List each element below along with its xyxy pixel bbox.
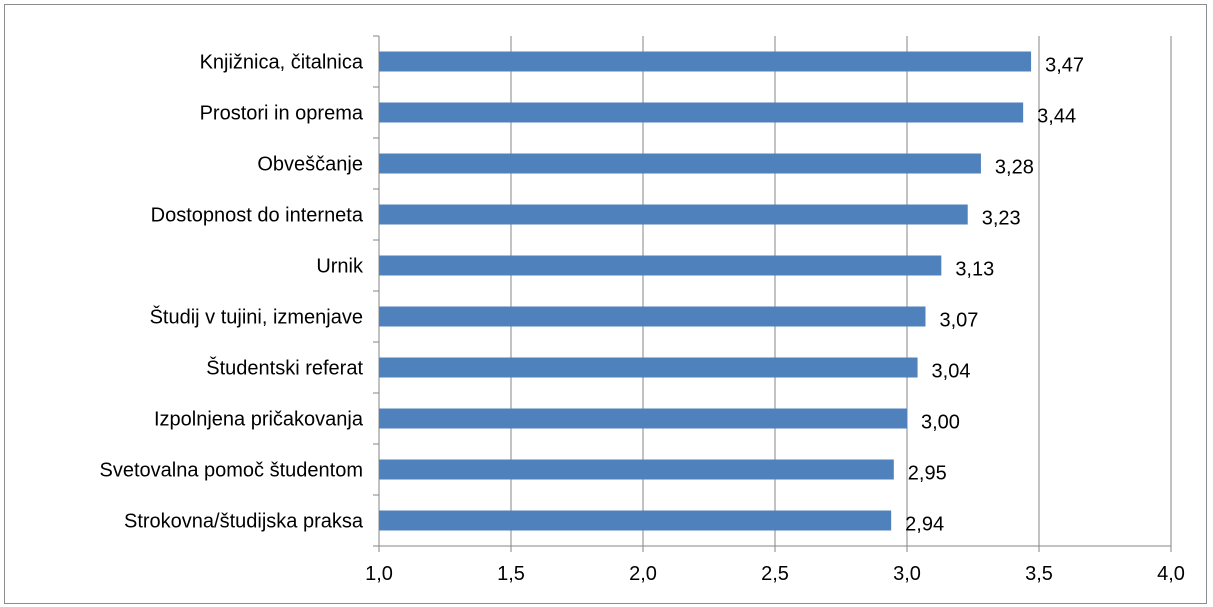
x-tick-label: 3,5 — [1025, 563, 1053, 585]
bar — [379, 459, 894, 480]
category-label: Strokovna/študijska praksa — [124, 511, 364, 533]
category-label: Študentski referat — [206, 357, 363, 380]
data-label: 2,94 — [905, 514, 944, 536]
category-label: Obveščanje — [257, 154, 363, 176]
data-label: 3,28 — [995, 157, 1034, 179]
labels: 1,0 1,5 2,0 2,5 3,0 3,5 4,0 Knjižnica, čitalnic… — [100, 52, 1185, 586]
x-tick-label: 3,0 — [893, 563, 921, 585]
bar — [379, 51, 1032, 72]
x-tick-label: 1,0 — [365, 563, 393, 585]
bars — [379, 51, 1032, 531]
x-tick-label: 2,5 — [761, 563, 789, 585]
bar — [379, 357, 918, 378]
bar — [379, 306, 926, 327]
category-label: Prostori in oprema — [200, 103, 364, 125]
bar — [379, 255, 942, 276]
category-label: Študij v tujini, izmenjave — [150, 306, 363, 329]
bar — [379, 204, 968, 225]
bar — [379, 510, 892, 531]
data-label: 3,23 — [982, 208, 1021, 230]
x-tick-label: 2,0 — [629, 563, 657, 585]
data-label: 3,44 — [1037, 106, 1076, 128]
data-label: 2,95 — [908, 463, 947, 485]
data-label: 3,47 — [1045, 55, 1084, 77]
chart-frame: 1,0 1,5 2,0 2,5 3,0 3,5 4,0 Knjižnica, čitalnic… — [4, 4, 1207, 604]
bar-chart: 1,0 1,5 2,0 2,5 3,0 3,5 4,0 Knjižnica, čitalnic… — [100, 35, 1185, 586]
category-label: Knjižnica, čitalnica — [200, 52, 364, 74]
category-label: Svetovalna pomoč študentom — [100, 460, 364, 482]
bar — [379, 153, 981, 174]
bar — [379, 102, 1024, 123]
x-tick-label: 4,0 — [1157, 563, 1185, 585]
category-label: Urnik — [316, 256, 364, 278]
category-label: Dostopnost do interneta — [151, 205, 364, 227]
bar — [379, 408, 907, 429]
category-label: Izpolnjena pričakovanja — [154, 409, 364, 431]
x-tick-label: 1,5 — [497, 563, 525, 585]
data-label: 3,07 — [939, 310, 978, 332]
data-label: 3,13 — [955, 259, 994, 281]
data-label: 3,04 — [932, 361, 971, 383]
data-label: 3,00 — [921, 412, 960, 434]
